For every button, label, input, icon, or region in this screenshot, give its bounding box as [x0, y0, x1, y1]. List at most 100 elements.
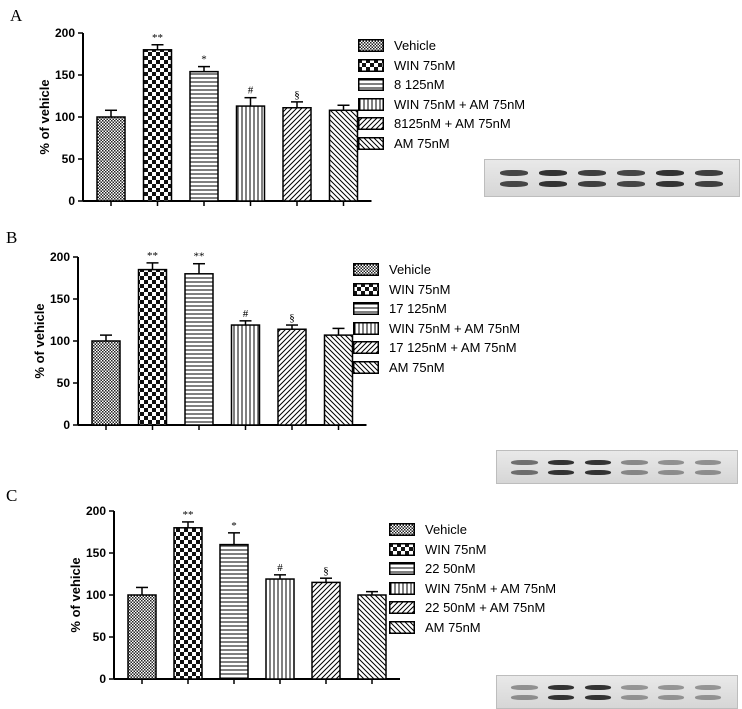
legend-swatch — [358, 58, 384, 72]
y-tick-label: 200 — [86, 504, 106, 518]
legend-swatch — [358, 78, 384, 92]
legend-label: WIN 75nM — [425, 541, 487, 557]
legend-swatch — [389, 542, 415, 556]
y-tick-label: 150 — [86, 546, 106, 560]
legend-label: 17 125nM — [389, 301, 447, 317]
bar — [219, 543, 249, 680]
blot-band — [511, 694, 538, 700]
blot-band — [658, 459, 685, 466]
y-axis-label: % of vehicle — [68, 557, 83, 632]
legend-swatch — [389, 620, 415, 634]
y-tick-label: 50 — [57, 376, 71, 390]
legend-item: 17 125nM + AM 75nM — [353, 338, 520, 358]
legend-item: WIN 75nM — [389, 540, 556, 560]
y-tick-label: 200 — [55, 26, 75, 40]
blot-band — [658, 694, 685, 700]
significance-label: ** — [183, 509, 194, 521]
legend-swatch — [353, 360, 379, 374]
legend-label: WIN 75nM + AM 75nM — [394, 96, 526, 112]
legend-item: WIN 75nM — [353, 280, 520, 300]
y-axis-label: % of vehicle — [32, 303, 47, 378]
western-blot-image — [496, 675, 738, 709]
legend-item: 8 125nM — [358, 75, 525, 95]
y-tick-label: 0 — [63, 418, 70, 432]
legend-label: Vehicle — [394, 38, 436, 54]
significance-label: § — [323, 565, 329, 577]
blot-band — [511, 469, 538, 475]
legend-swatch — [389, 601, 415, 615]
legend-item: AM 75nM — [353, 358, 520, 378]
blot-band — [548, 459, 575, 466]
legend-item: Vehicle — [389, 520, 556, 540]
significance-label: * — [201, 54, 207, 66]
y-tick-label: 150 — [55, 68, 75, 82]
blot-band — [499, 170, 528, 177]
legend-item: 22 50nM + AM 75nM — [389, 598, 556, 618]
y-tick-label: 50 — [93, 630, 107, 644]
significance-label: § — [289, 312, 295, 324]
blot-band — [621, 684, 648, 691]
blot-band — [694, 180, 723, 187]
y-tick-label: 150 — [50, 292, 70, 306]
blot-band — [584, 469, 612, 475]
significance-label: # — [277, 562, 283, 574]
legend: Vehicle WIN 75nM 8 125nM WIN 75nM + AM 75nM… — [358, 36, 525, 153]
legend-label: 8125nM + AM 75nM — [394, 116, 511, 132]
legend-label: 22 50nM — [425, 561, 476, 577]
legend-item: Vehicle — [358, 36, 525, 56]
y-tick-label: 0 — [99, 672, 106, 686]
legend-swatch — [358, 97, 384, 111]
blot-band — [621, 459, 648, 466]
legend-swatch — [353, 341, 379, 355]
significance-label: ** — [152, 32, 163, 44]
blot-band — [584, 694, 612, 700]
legend-swatch — [358, 136, 384, 150]
blot-band — [511, 459, 538, 466]
legend-swatch — [353, 282, 379, 296]
bar — [173, 527, 203, 680]
bar — [311, 581, 341, 680]
legend-swatch — [358, 117, 384, 131]
bar — [184, 273, 214, 426]
significance-label: § — [294, 89, 300, 101]
bar — [323, 334, 354, 426]
blot-band — [584, 459, 612, 466]
blot-band — [655, 170, 684, 177]
legend-item: 17 125nM — [353, 299, 520, 319]
bar — [265, 578, 295, 680]
legend-label: Vehicle — [425, 522, 467, 538]
legend-swatch — [353, 263, 379, 277]
blot-band — [538, 180, 567, 187]
bar — [277, 328, 307, 426]
legend-item: 22 50nM — [389, 559, 556, 579]
significance-label: ** — [147, 250, 158, 262]
legend-item: WIN 75nM + AM 75nM — [389, 579, 556, 599]
legend-label: AM 75nM — [394, 135, 450, 151]
blot-band — [658, 684, 685, 691]
blot-band — [694, 459, 722, 466]
panel-label: B — [6, 228, 18, 247]
legend-swatch — [389, 523, 415, 537]
significance-label: * — [231, 520, 237, 532]
legend-item: AM 75nM — [358, 134, 525, 154]
bar — [357, 594, 387, 680]
legend-item: AM 75nM — [389, 618, 556, 638]
blot-band — [548, 469, 575, 475]
blot-band — [694, 170, 723, 177]
blot-band — [655, 180, 684, 187]
legend: Vehicle WIN 75nM 17 125nM WIN 75nM + AM 75n… — [353, 260, 520, 377]
legend-label: 17 125nM + AM 75nM — [389, 340, 517, 356]
blot-band — [694, 469, 722, 475]
blot-band — [694, 694, 722, 700]
bar — [282, 107, 312, 202]
panel-label: C — [6, 486, 18, 505]
y-tick-label: 200 — [50, 250, 70, 264]
legend-label: 22 50nM + AM 75nM — [425, 600, 546, 616]
bar — [235, 105, 266, 202]
blot-band — [499, 180, 528, 187]
legend-label: WIN 75nM — [394, 57, 456, 73]
blot-band — [621, 469, 648, 475]
legend-label: WIN 75nM — [389, 281, 451, 297]
